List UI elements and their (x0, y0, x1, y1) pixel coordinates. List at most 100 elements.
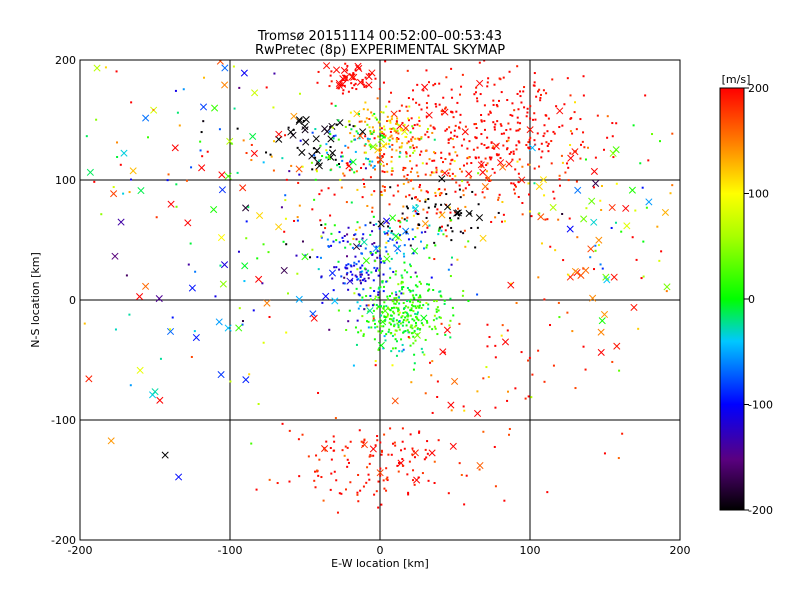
data-point (476, 97, 479, 100)
data-point (411, 136, 414, 139)
data-point (356, 221, 359, 224)
data-point (385, 489, 388, 492)
data-point (370, 326, 373, 329)
data-point-x (610, 273, 618, 281)
data-point (355, 228, 358, 231)
data-point (511, 158, 514, 161)
data-point (389, 427, 392, 430)
data-point (373, 319, 376, 322)
data-point (526, 111, 529, 114)
data-point (315, 150, 318, 153)
data-point (549, 245, 552, 248)
data-point-x (449, 442, 457, 450)
data-point (355, 287, 358, 290)
data-point (594, 156, 597, 159)
data-point (414, 271, 417, 274)
data-point (397, 310, 400, 313)
data-point (334, 158, 337, 161)
data-point (395, 270, 398, 273)
data-point (527, 359, 530, 362)
data-point (468, 183, 471, 186)
data-point-x (379, 318, 387, 326)
data-point (391, 292, 394, 295)
data-point-x (444, 203, 452, 211)
data-point (476, 100, 479, 103)
data-point (474, 91, 477, 94)
data-point (503, 132, 506, 135)
data-point (313, 479, 316, 482)
data-point (480, 142, 483, 145)
y-tick-label: 200 (55, 54, 76, 67)
data-point (307, 455, 310, 458)
data-point (417, 300, 420, 303)
data-point (397, 307, 400, 310)
data-point (426, 321, 429, 324)
data-point (262, 341, 265, 344)
data-point (449, 319, 452, 322)
data-point (516, 160, 519, 163)
data-point (328, 245, 331, 248)
data-point (350, 265, 353, 268)
data-point (558, 126, 561, 129)
data-point (250, 159, 253, 162)
data-point (501, 220, 504, 223)
data-point (344, 266, 347, 269)
data-point (382, 325, 385, 328)
data-point (406, 69, 409, 72)
data-point (500, 124, 503, 127)
data-point-x (567, 154, 575, 162)
data-point (521, 202, 524, 205)
data-point (423, 353, 426, 356)
data-point (319, 144, 322, 147)
data-point-x (86, 168, 94, 176)
data-point-x (85, 375, 93, 383)
data-point-x (411, 247, 419, 255)
data-point-x (592, 179, 600, 188)
data-point (255, 488, 258, 491)
data-point-x (302, 116, 310, 124)
data-point (406, 299, 409, 302)
data-point (269, 153, 272, 156)
data-point (594, 249, 597, 252)
data-point (415, 324, 418, 327)
data-point (381, 155, 384, 158)
data-point (496, 154, 499, 157)
data-point (343, 276, 346, 279)
data-point-x (597, 328, 605, 336)
data-point (402, 311, 405, 314)
data-point (317, 474, 320, 477)
data-point (517, 140, 520, 143)
data-point (450, 110, 453, 113)
data-point (410, 381, 413, 384)
data-point (250, 143, 253, 146)
data-point-x (350, 73, 358, 81)
data-point (403, 261, 406, 264)
data-point (515, 144, 518, 147)
data-point (369, 221, 372, 224)
data-point (425, 102, 428, 105)
data-point (479, 93, 482, 96)
data-point (634, 209, 637, 212)
data-point (409, 433, 412, 436)
data-point (507, 122, 510, 125)
data-point (318, 458, 321, 461)
data-point (527, 182, 530, 185)
data-point (325, 156, 328, 159)
data-point (443, 299, 446, 302)
data-point (442, 96, 445, 99)
data-point (474, 246, 477, 249)
data-point (474, 122, 477, 125)
data-point (384, 232, 387, 235)
data-point (409, 314, 412, 317)
data-point (461, 73, 464, 76)
data-point (497, 99, 500, 102)
data-point (505, 140, 508, 143)
data-point (408, 460, 411, 463)
data-point (611, 360, 614, 363)
data-point-x (556, 107, 564, 115)
data-point (365, 481, 368, 484)
data-point (448, 152, 451, 155)
data-point-x (312, 135, 320, 143)
data-point (438, 192, 441, 195)
